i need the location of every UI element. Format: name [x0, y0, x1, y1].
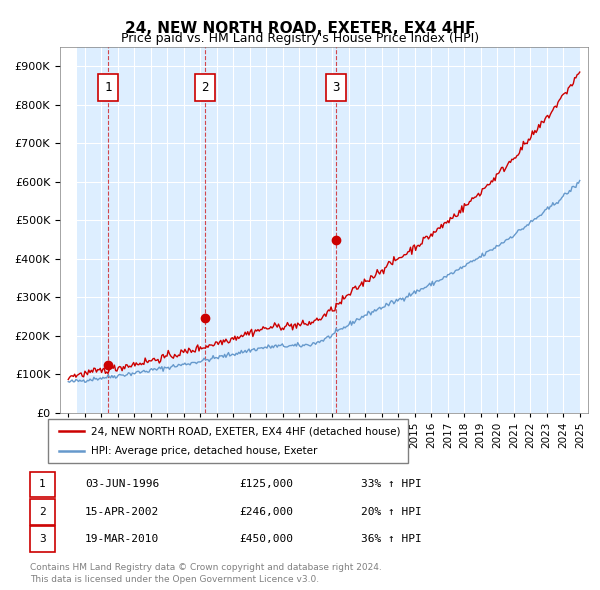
Text: 19-MAR-2010: 19-MAR-2010: [85, 534, 160, 544]
FancyBboxPatch shape: [326, 74, 346, 101]
Text: This data is licensed under the Open Government Licence v3.0.: This data is licensed under the Open Gov…: [30, 575, 319, 584]
Text: 33% ↑ HPI: 33% ↑ HPI: [361, 480, 422, 490]
Text: Contains HM Land Registry data © Crown copyright and database right 2024.: Contains HM Land Registry data © Crown c…: [30, 563, 382, 572]
Text: 24, NEW NORTH ROAD, EXETER, EX4 4HF (detached house): 24, NEW NORTH ROAD, EXETER, EX4 4HF (det…: [91, 427, 401, 436]
Text: 20% ↑ HPI: 20% ↑ HPI: [361, 507, 422, 517]
FancyBboxPatch shape: [30, 499, 55, 525]
FancyBboxPatch shape: [48, 419, 408, 463]
Text: HPI: Average price, detached house, Exeter: HPI: Average price, detached house, Exet…: [91, 446, 317, 455]
Text: 1: 1: [39, 480, 46, 490]
Text: 2: 2: [39, 507, 46, 517]
Text: 03-JUN-1996: 03-JUN-1996: [85, 480, 160, 490]
Text: 15-APR-2002: 15-APR-2002: [85, 507, 160, 517]
FancyBboxPatch shape: [30, 526, 55, 552]
Text: £450,000: £450,000: [240, 534, 294, 544]
Bar: [580, 47, 588, 413]
Text: £125,000: £125,000: [240, 480, 294, 490]
FancyBboxPatch shape: [30, 471, 55, 497]
Text: 24, NEW NORTH ROAD, EXETER, EX4 4HF: 24, NEW NORTH ROAD, EXETER, EX4 4HF: [125, 21, 475, 35]
Bar: [60, 47, 77, 413]
Text: 3: 3: [39, 534, 46, 544]
FancyBboxPatch shape: [195, 74, 215, 101]
FancyBboxPatch shape: [98, 74, 118, 101]
Text: £246,000: £246,000: [240, 507, 294, 517]
Text: Price paid vs. HM Land Registry's House Price Index (HPI): Price paid vs. HM Land Registry's House …: [121, 32, 479, 45]
Text: 2: 2: [201, 81, 209, 94]
Text: 3: 3: [332, 81, 340, 94]
Text: 36% ↑ HPI: 36% ↑ HPI: [361, 534, 422, 544]
Text: 1: 1: [104, 81, 112, 94]
